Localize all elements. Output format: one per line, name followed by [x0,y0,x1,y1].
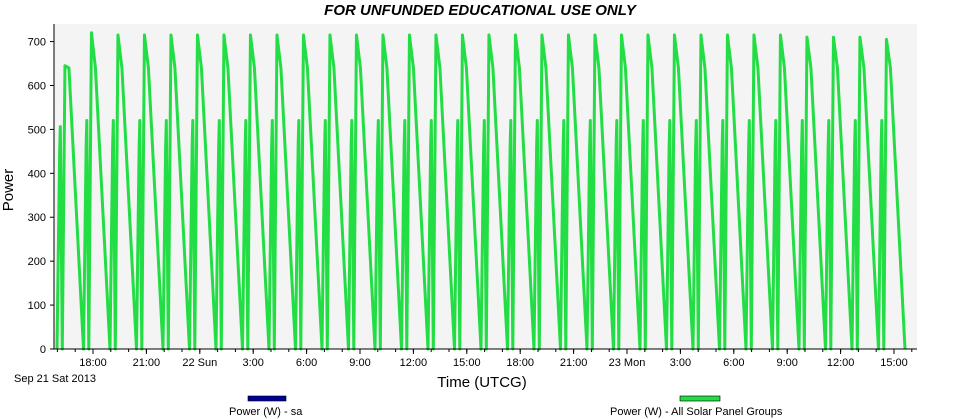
legend-item-all-solar-panel-groups: Power (W) - All Solar Panel Groups [610,395,783,418]
x-tick-label: 9:00 [776,357,797,369]
legend-swatch [679,395,721,402]
x-axis-ticks: 18:00 21:00 22 Sun 3:00 6:00 9:00 12:00 15:00 18… [56,349,913,369]
y-tick-label: 300 [28,212,46,224]
legend-swatch [247,395,287,402]
x-axis-label: Time (UTCG) [437,374,526,391]
x-tick-label: 6:00 [296,357,317,369]
x-tick-label: 15:00 [453,357,481,369]
y-tick-label: 100 [28,300,46,312]
x-tick-label: 21:00 [560,357,588,369]
y-tick-label: 500 [28,124,46,136]
x-axis-start-label: Sep 21 Sat 2013 [14,373,96,385]
y-tick-label: 600 [28,80,46,92]
x-tick-label: 23 Mon [609,357,646,369]
y-tick-label: 400 [28,168,46,180]
x-tick-label: 22 Sun [182,357,217,369]
y-tick-label: 200 [28,256,46,268]
axes-layer [53,24,917,350]
x-tick-label: 12:00 [827,357,855,369]
y-axis-ticks: 0 100 200 300 400 500 600 700 [28,37,54,356]
y-tick-label: 700 [28,37,46,49]
legend-item-sa: Power (W) - sa [229,395,303,418]
x-tick-label: 18:00 [506,357,534,369]
legend-label: Power (W) - All Solar Panel Groups [610,406,783,418]
x-tick-label: 6:00 [723,357,744,369]
x-tick-label: 18:00 [79,357,107,369]
legend-label: Power (W) - sa [229,406,303,418]
x-tick-label: 15:00 [880,357,908,369]
x-tick-label: 21:00 [133,357,161,369]
chart-title: FOR UNFUNDED EDUCATIONAL USE ONLY [324,2,638,19]
x-tick-label: 9:00 [349,357,370,369]
y-tick-label: 0 [40,344,46,356]
x-tick-label: 3:00 [242,357,263,369]
legend: Power (W) - sa Power (W) - All Solar Pane… [229,395,783,418]
y-axis-label: Power [0,169,17,212]
x-tick-label: 3:00 [670,357,691,369]
x-tick-label: 12:00 [400,357,428,369]
